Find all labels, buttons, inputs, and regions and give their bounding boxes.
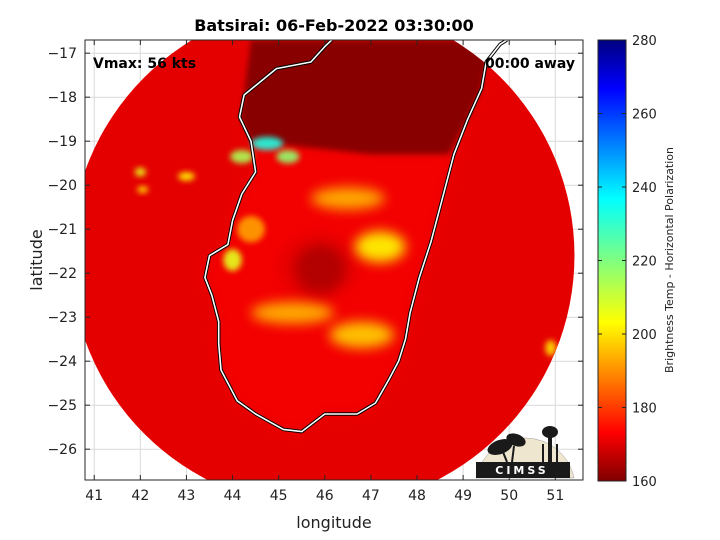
x-tick-label: 45 (270, 488, 288, 504)
chart-title: Batsirai: 06-Feb-2022 03:30:00 (194, 16, 474, 35)
x-tick-label: 50 (500, 488, 518, 504)
y-tick-label: −26 (47, 442, 77, 458)
colorbar-label: Brightness Temp - Horizontal Polarizatio… (663, 147, 676, 373)
colorbar-tick-label: 180 (632, 402, 657, 417)
y-tick-label: −22 (47, 266, 77, 282)
cold-feature (545, 340, 557, 356)
storm-eye (294, 244, 346, 293)
x-tick-label: 48 (408, 488, 426, 504)
cold-feature (251, 136, 284, 150)
colorbar-tick-label: 160 (632, 475, 657, 490)
coastline-madagascar (203, 40, 508, 434)
cold-feature (137, 186, 149, 194)
colorbar-tick-label: 220 (632, 255, 657, 270)
x-tick-label: 51 (546, 488, 564, 504)
cold-feature (178, 172, 195, 181)
cimss-logo-text: CIMSS (495, 464, 548, 477)
x-tick-label: 44 (224, 488, 242, 504)
vmax-annotation: Vmax: 56 kts (93, 56, 196, 72)
colorbar (597, 39, 627, 482)
y-tick-label: −24 (47, 354, 77, 370)
x-tick-label: 49 (454, 488, 472, 504)
y-tick-label: −20 (47, 178, 77, 194)
northern-warm-region (239, 40, 505, 155)
cold-feature (354, 231, 406, 263)
cold-feature (237, 216, 265, 243)
x-axis-label: longitude (296, 513, 371, 532)
y-tick-label: −18 (47, 90, 77, 106)
y-tick-label: −25 (47, 398, 77, 414)
x-tick-label: 42 (131, 488, 149, 504)
cold-feature (230, 150, 254, 164)
coastline (204, 40, 508, 433)
x-tick-label: 41 (85, 488, 103, 504)
cold-feature (329, 321, 394, 348)
y-tick-label: −21 (47, 222, 77, 238)
plot-frame (84, 39, 584, 481)
cold-feature (251, 301, 334, 324)
cold-feature (134, 167, 146, 177)
brightness-temperature-features (134, 40, 557, 432)
y-axis-ticks: −17 −18 −19 −20 −21 −22 −23 −24 −25 −26 (47, 46, 583, 458)
cold-feature (310, 187, 385, 210)
y-axis-label: latitude (27, 229, 46, 290)
cold-feature (276, 150, 300, 164)
x-axis-ticks: 41 42 43 44 45 46 47 48 49 50 51 (85, 40, 564, 504)
cimss-logo: CIMSS (475, 426, 575, 479)
colorbar-tick-label: 260 (632, 108, 657, 123)
y-tick-label: −23 (47, 310, 77, 326)
time-away-annotation: 00:00 away (485, 56, 575, 72)
x-tick-label: 47 (362, 488, 380, 504)
cold-feature (223, 249, 242, 271)
y-tick-label: −19 (47, 134, 77, 150)
colorbar-ticks: 160 180 200 220 240 260 280 (598, 34, 657, 490)
y-tick-label: −17 (47, 46, 77, 62)
x-tick-label: 43 (178, 488, 196, 504)
x-tick-label: 46 (316, 488, 334, 504)
colorbar-tick-label: 200 (632, 328, 657, 343)
colorbar-tick-label: 280 (632, 34, 657, 49)
colorbar-tick-label: 240 (632, 181, 657, 196)
